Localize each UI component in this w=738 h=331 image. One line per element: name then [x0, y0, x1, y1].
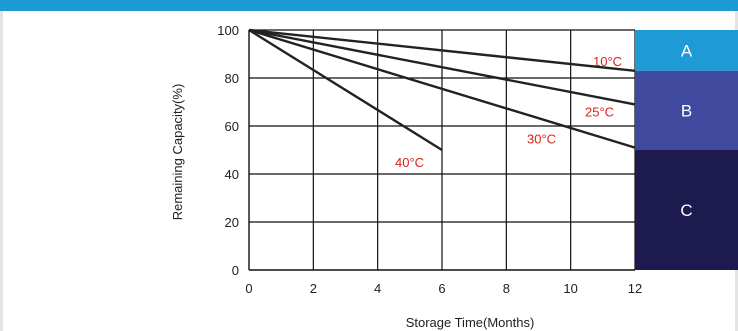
- axes: [248, 30, 635, 271]
- x-tick-labels: 0 2 4 6 8 10 12: [245, 281, 642, 296]
- y-axis-label: Remaining Capacity(%): [170, 84, 185, 221]
- x-tick-label: 10: [563, 281, 577, 296]
- x-axis-label: Storage Time(Months): [406, 315, 535, 330]
- x-tick-label: 2: [310, 281, 317, 296]
- series-line: [248, 28, 443, 152]
- x-tick-label: 4: [374, 281, 381, 296]
- x-tick-label: 8: [503, 281, 510, 296]
- x-tick-label: 6: [438, 281, 445, 296]
- y-tick-label: 80: [225, 71, 239, 86]
- x-tick-label: 0: [245, 281, 252, 296]
- zone-a-label: A: [681, 41, 693, 60]
- series-labels: 10°C 25°C 30°C 40°C: [395, 54, 622, 170]
- zone-b-label: B: [681, 101, 692, 120]
- y-tick-label: 60: [225, 119, 239, 134]
- zone-c-label: C: [680, 201, 692, 220]
- y-tick-label: 20: [225, 215, 239, 230]
- y-tick-label: 0: [232, 263, 239, 278]
- zone-a-block: [635, 30, 738, 71]
- series-label: 40°C: [395, 155, 424, 170]
- zone-b-block: [635, 70, 738, 150]
- series-line: [248, 28, 636, 106]
- zone-c-block: [635, 150, 738, 270]
- series-line: [248, 28, 636, 149]
- y-tick-label: 100: [217, 23, 239, 38]
- series-lines: [248, 28, 636, 152]
- series-label: 10°C: [593, 54, 622, 69]
- y-tick-labels: 0 20 40 60 80 100: [217, 23, 239, 278]
- top-accent-bar: [0, 0, 738, 11]
- capacity-zones: A B C: [635, 30, 738, 270]
- series-label: 25°C: [585, 104, 614, 119]
- y-tick-label: 40: [225, 167, 239, 182]
- x-tick-label: 12: [628, 281, 642, 296]
- series-label: 30°C: [527, 132, 556, 147]
- series-line: [248, 28, 636, 72]
